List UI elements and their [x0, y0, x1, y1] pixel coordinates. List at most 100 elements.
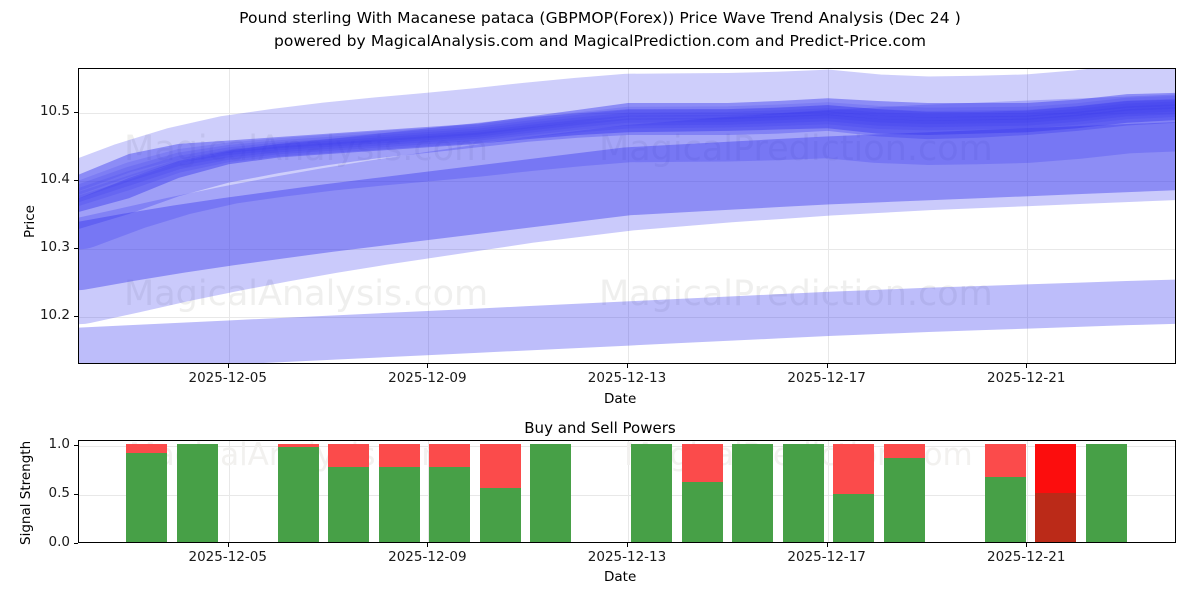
sell-segment-dark: [1035, 493, 1076, 542]
price-gridline-v-0: [228, 69, 230, 363]
signal-gridline-v-2: [628, 441, 629, 542]
wave-core-stroke-1: [79, 104, 1175, 202]
buy-segment: [833, 493, 874, 542]
price-wave-plot-area: MagicalAnalysis.com MagicalPrediction.com…: [78, 68, 1176, 364]
signal-bar[interactable]: [328, 441, 369, 542]
price-gridline-v-3: [827, 69, 829, 363]
wave-core-stroke-2: [79, 101, 1175, 199]
signal-xtickmark-3: [826, 543, 828, 547]
signal-gridline-v-1: [428, 441, 430, 542]
buy-segment: [783, 443, 824, 542]
wave-mid-band: [79, 122, 1175, 291]
price-ytick-0: 10.2: [39, 307, 70, 324]
signal-xtick-1: 2025-12-09: [388, 549, 467, 565]
price-ytick-1: 10.3: [39, 239, 70, 256]
sell-segment: [328, 443, 369, 467]
price-xtick-2: 2025-12-13: [587, 370, 667, 386]
signal-gridline-v-4: [1027, 441, 1029, 542]
price-xtickmark-1: [427, 364, 429, 368]
signal-bar[interactable]: [126, 441, 167, 542]
figure-title-line1: Pound sterling With Macanese pataca (GBP…: [239, 9, 961, 27]
wave-upper-envelope: [79, 69, 1175, 250]
price-gridline-h-2: [79, 181, 1175, 183]
signal-ytickmark-1: [74, 494, 78, 495]
signal-ytick-1: 0.5: [48, 484, 70, 501]
wave-band-2: [79, 99, 1175, 229]
signal-gridline-v-3: [827, 441, 829, 542]
price-ytick-2: 10.4: [39, 171, 70, 188]
signal-bar[interactable]: [530, 441, 571, 542]
signal-bar[interactable]: [1086, 441, 1127, 542]
signal-xtick-2: 2025-12-13: [587, 549, 667, 565]
sell-segment: [833, 443, 874, 494]
wave-core-stroke-4: [79, 96, 1175, 191]
sell-segment: [1035, 444, 1076, 493]
wave-core-stroke-0: [79, 106, 1175, 206]
price-ytickmark-0: [74, 316, 78, 318]
signal-xtickmark-1: [427, 543, 429, 547]
signal-bar[interactable]: [732, 441, 773, 542]
buy-segment: [328, 466, 369, 542]
buy-segment: [530, 443, 571, 542]
sell-segment: [480, 443, 521, 488]
price-ytick-3: 10.5: [39, 103, 70, 120]
price-xtick-3: 2025-12-17: [787, 370, 866, 386]
price-xtick-0: 2025-12-05: [188, 370, 267, 386]
signal-bar[interactable]: [884, 441, 925, 542]
signal-xtickmark-2: [627, 543, 628, 547]
price-gridline-h-3: [79, 113, 1175, 115]
signal-bar[interactable]: [783, 441, 824, 542]
price-xtickmark-0: [227, 364, 229, 368]
price-xtickmark-4: [1026, 364, 1028, 368]
price-xtick-4: 2025-12-21: [987, 370, 1066, 386]
signal-bar[interactable]: [278, 441, 319, 542]
wave-band-1: [79, 92, 1175, 212]
signal-bar[interactable]: [833, 441, 874, 542]
signal-gridline-h-2: [79, 445, 1175, 447]
buy-segment: [631, 443, 672, 542]
price-gridline-v-4: [1027, 69, 1029, 363]
wave-core-stroke-3: [79, 98, 1175, 195]
buy-segment: [480, 488, 521, 542]
signal-ytick-2: 1.0: [48, 435, 70, 452]
signal-chart-title: Buy and Sell Powers: [524, 419, 676, 437]
buy-segment: [126, 452, 167, 542]
signal-bar[interactable]: [1035, 441, 1076, 542]
sell-segment: [278, 443, 319, 447]
sell-segment: [985, 443, 1026, 478]
signal-bar[interactable]: [177, 441, 218, 542]
price-gridline-h-0: [79, 317, 1175, 319]
buy-segment: [379, 466, 420, 542]
signal-bar[interactable]: [480, 441, 521, 542]
sell-segment: [126, 443, 167, 453]
buy-segment: [884, 457, 925, 542]
signal-bar[interactable]: [985, 441, 1026, 542]
price-xtick-1: 2025-12-09: [388, 370, 467, 386]
buy-segment: [732, 443, 773, 542]
price-x-axis-label: Date: [604, 391, 637, 407]
price-ytickmark-2: [74, 180, 78, 182]
price-xtickmark-2: [627, 364, 628, 368]
sell-segment: [884, 443, 925, 458]
signal-ytick-0: 0.0: [48, 534, 70, 550]
signal-bar[interactable]: [631, 441, 672, 542]
sell-segment: [429, 443, 470, 467]
signal-bar[interactable]: [379, 441, 420, 542]
signal-x-axis-label: Date: [604, 569, 637, 585]
price-wave-bands: [79, 69, 1175, 363]
buy-segment: [1086, 443, 1127, 542]
signal-bar[interactable]: [429, 441, 470, 542]
signal-xtick-3: 2025-12-17: [787, 549, 866, 565]
price-xtickmark-3: [826, 364, 828, 368]
signal-bar[interactable]: [682, 441, 723, 542]
price-gridline-h-1: [79, 249, 1175, 251]
price-gridline-v-2: [628, 69, 629, 363]
price-ytickmark-1: [74, 248, 78, 250]
signal-xtick-0: 2025-12-05: [188, 549, 267, 565]
price-ytickmark-3: [74, 112, 78, 114]
signal-ytickmark-0: [74, 543, 78, 544]
buy-segment: [429, 466, 470, 542]
buy-segment: [278, 446, 319, 542]
